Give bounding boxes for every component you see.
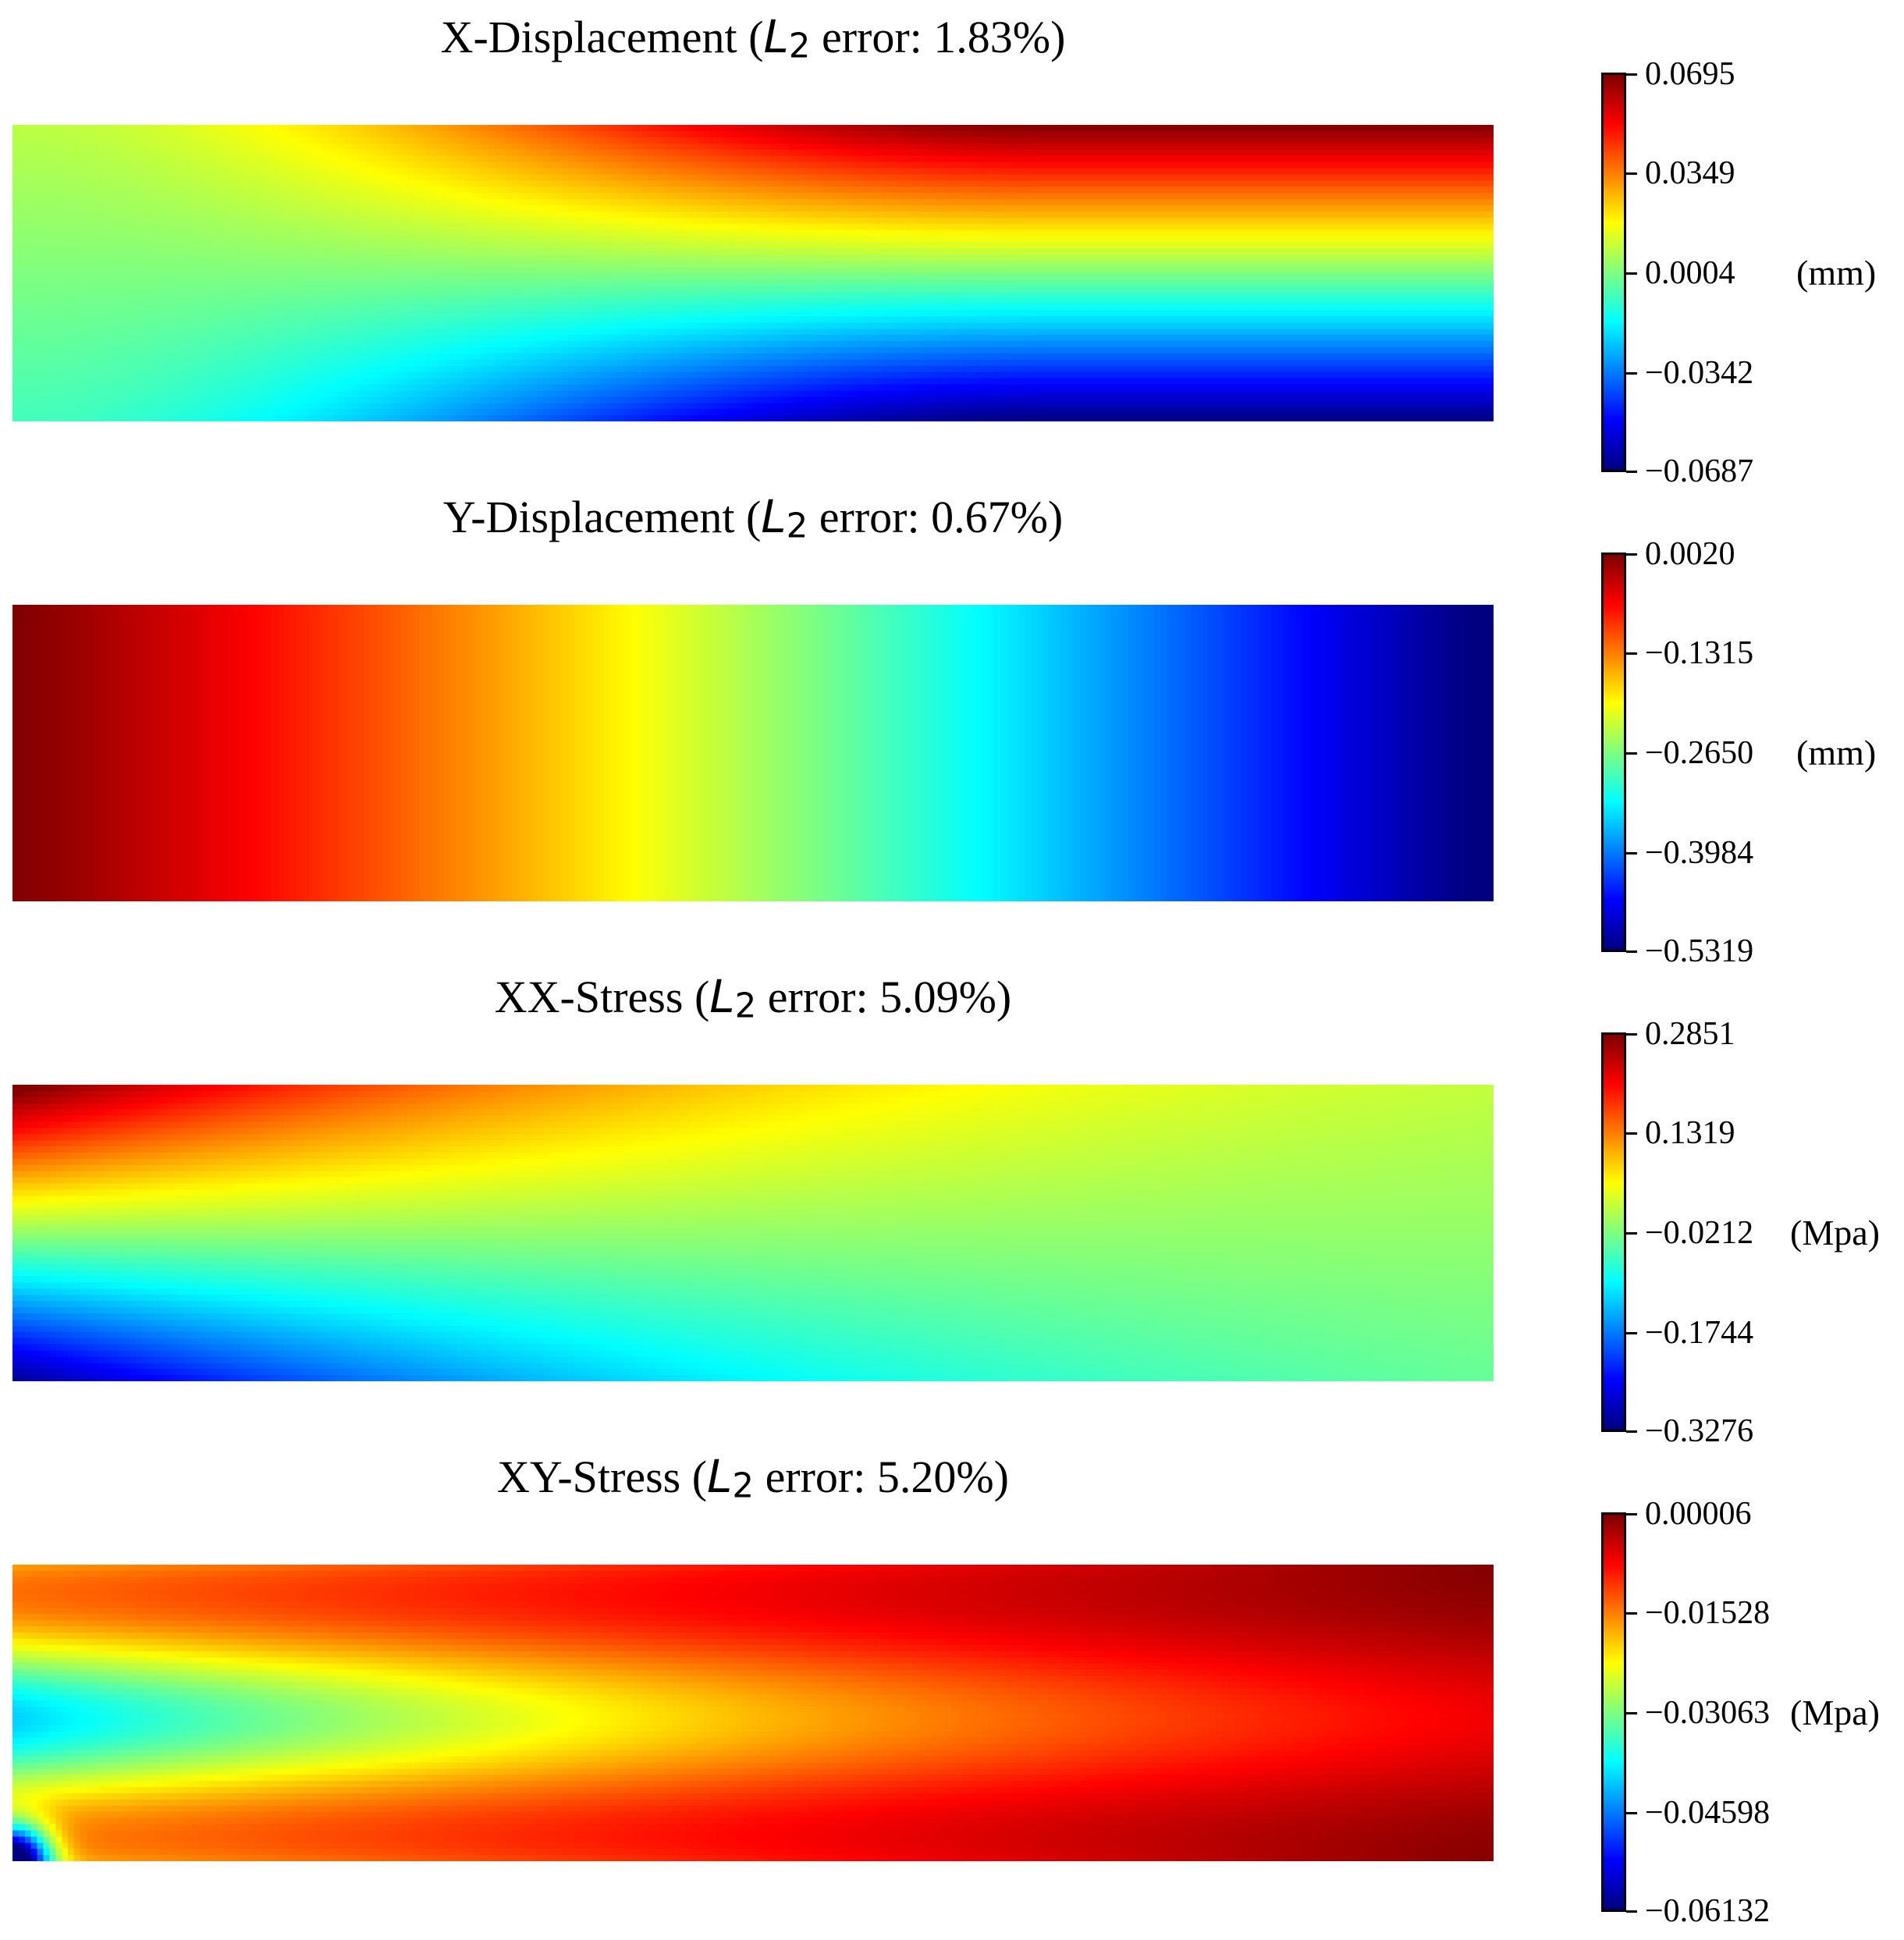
x-displacement-panel: X-Displacement (L2 error: 1.83%) 0.0695 … <box>0 0 1904 489</box>
colorbar <box>1601 553 1626 952</box>
xx-stress-panel: XX-Stress (L2 error: 5.09%) 0.2851 0.131… <box>0 960 1904 1449</box>
colorbar-tick-label: −0.1315 <box>1645 635 1754 671</box>
panel-title: XY-Stress (L2 error: 5.20%) <box>497 1450 1009 1506</box>
x-displacement-field-map <box>12 125 1494 421</box>
colorbar-tick-label: −0.06132 <box>1645 1893 1771 1929</box>
colorbar <box>1601 73 1626 472</box>
colorbar-tick <box>1626 1132 1637 1135</box>
colorbar-tick <box>1626 1430 1637 1433</box>
colorbar-tick <box>1626 852 1637 855</box>
panel-title: Y-Displacement (L2 error: 0.67%) <box>442 490 1064 546</box>
colorbar-tick <box>1626 752 1637 755</box>
colorbar-tick-label: −0.03063 <box>1645 1695 1771 1731</box>
xy-stress-field-map <box>12 1565 1494 1861</box>
colorbar-tick <box>1626 652 1637 655</box>
colorbar-tick <box>1626 1812 1637 1814</box>
field-canvas <box>12 1565 1494 1861</box>
colorbar-tick <box>1626 73 1637 76</box>
colorbar-tick <box>1626 950 1637 953</box>
colorbar-tick-label: 0.0349 <box>1645 155 1735 191</box>
colorbar-tick <box>1626 1612 1637 1615</box>
colorbar-tick-label: 0.2851 <box>1645 1016 1735 1052</box>
colorbar-tick-label: −0.04598 <box>1645 1795 1771 1831</box>
colorbar-tick <box>1626 272 1637 275</box>
panel-title: XX-Stress (L2 error: 5.09%) <box>494 970 1012 1026</box>
colorbar-tick-label: 0.0004 <box>1645 255 1735 291</box>
colorbar-tick <box>1626 1332 1637 1334</box>
colorbar-tick <box>1626 1513 1637 1515</box>
colorbar-tick <box>1626 1033 1637 1036</box>
xx-stress-field-map <box>12 1085 1494 1381</box>
colorbar-tick-label: 0.00006 <box>1645 1496 1752 1532</box>
y-displacement-panel: Y-Displacement (L2 error: 0.67%) 0.0020 … <box>0 480 1904 969</box>
xy-stress-panel: XY-Stress (L2 error: 5.20%) 0.00006 −0.0… <box>0 1440 1904 1929</box>
unit-label: (Mpa) <box>1790 1213 1880 1252</box>
colorbar <box>1601 1032 1626 1432</box>
l2-symbol: L2 <box>761 490 808 546</box>
colorbar-tick-label: −0.0212 <box>1645 1215 1754 1251</box>
unit-label: (mm) <box>1796 733 1877 773</box>
colorbar-tick-label: −0.5319 <box>1645 933 1754 969</box>
colorbar-tick <box>1626 553 1637 556</box>
colorbar-tick <box>1626 1712 1637 1714</box>
colorbar-tick-label: −0.1744 <box>1645 1315 1754 1351</box>
colorbar-tick <box>1626 1232 1637 1235</box>
colorbar-tick <box>1626 471 1637 473</box>
unit-label: (mm) <box>1796 253 1877 293</box>
colorbar-tick <box>1626 1910 1637 1913</box>
colorbar-tick-label: 0.0020 <box>1645 536 1735 572</box>
colorbar-tick-label: −0.3984 <box>1645 835 1754 871</box>
l2-symbol: L2 <box>763 10 811 66</box>
colorbar-tick-label: −0.2650 <box>1645 735 1754 771</box>
colorbar <box>1601 1512 1626 1912</box>
l2-symbol: L2 <box>707 1450 755 1506</box>
colorbar-tick <box>1626 372 1637 375</box>
field-canvas <box>12 125 1494 421</box>
colorbar-tick-label: −0.01528 <box>1645 1595 1771 1631</box>
colorbar-tick-label: −0.3276 <box>1645 1413 1754 1449</box>
panel-title: X-Displacement (L2 error: 1.83%) <box>440 10 1066 66</box>
colorbar-tick-label: −0.0342 <box>1645 355 1754 391</box>
colorbar-tick-label: 0.1319 <box>1645 1115 1735 1151</box>
y-displacement-field-map <box>12 605 1494 901</box>
unit-label: (Mpa) <box>1790 1693 1880 1732</box>
field-canvas <box>12 1085 1494 1381</box>
colorbar-tick-label: −0.0687 <box>1645 453 1754 489</box>
colorbar-tick-label: 0.0695 <box>1645 56 1735 92</box>
colorbar-tick <box>1626 172 1637 175</box>
l2-symbol: L2 <box>709 970 757 1026</box>
field-canvas <box>12 605 1494 901</box>
